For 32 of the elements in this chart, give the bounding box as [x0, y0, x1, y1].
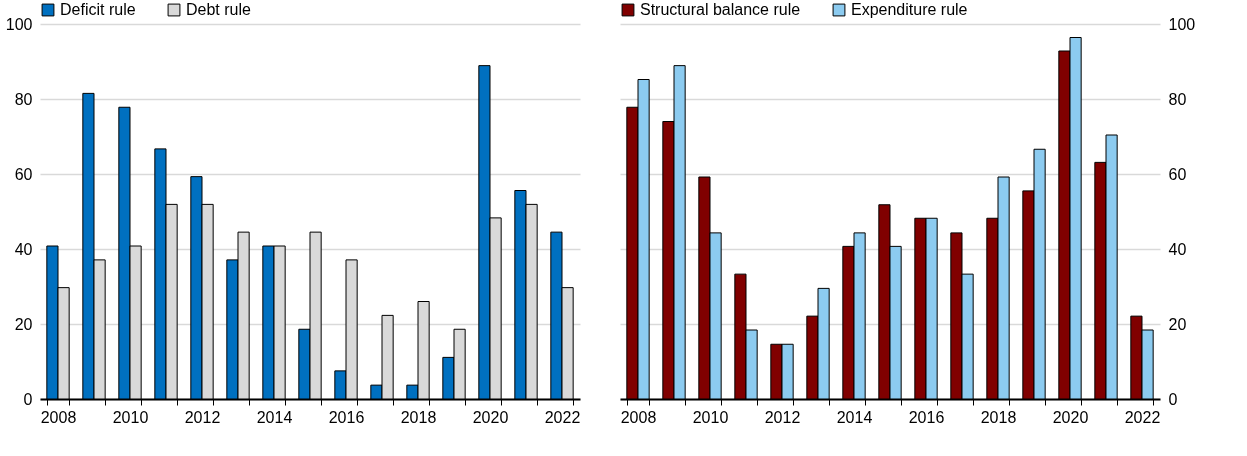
y-tick-label: 40	[1168, 240, 1187, 258]
x-tick-label: 2012	[184, 408, 221, 426]
legend-label: Deficit rule	[60, 1, 136, 18]
legend-label: Structural balance rule	[640, 1, 801, 18]
y-tick-label: 20	[14, 315, 33, 333]
x-tick-label: 2010	[692, 408, 729, 426]
x-tick-label: 2008	[40, 408, 77, 426]
x-tick-label: 2010	[112, 408, 149, 426]
y-tick-label: 80	[14, 90, 33, 108]
legend-label: Debt rule	[186, 1, 252, 18]
x-tick-label: 2016	[328, 408, 365, 426]
x-tick-label: 2008	[620, 408, 657, 426]
x-tick-label: 2022	[1124, 408, 1161, 426]
x-tick-label: 2014	[836, 408, 873, 426]
y-tick-label: 100	[1168, 15, 1196, 33]
y-tick-label: 100	[5, 15, 33, 33]
y-tick-label: 0	[1168, 390, 1178, 408]
x-tick-label: 2018	[980, 408, 1017, 426]
x-tick-label: 2012	[764, 408, 801, 426]
y-tick-label: 0	[23, 390, 33, 408]
x-tick-label: 2014	[256, 408, 293, 426]
x-tick-label: 2020	[1052, 408, 1089, 426]
x-tick-label: 2018	[400, 408, 437, 426]
x-tick-label: 2022	[544, 408, 581, 426]
legend-label: Expenditure rule	[851, 1, 968, 18]
y-tick-label: 20	[1168, 315, 1187, 333]
y-tick-label: 60	[1168, 165, 1187, 183]
x-tick-label: 2016	[908, 408, 945, 426]
x-tick-label: 2020	[472, 408, 509, 426]
y-tick-label: 80	[1168, 90, 1187, 108]
y-tick-label: 40	[14, 240, 33, 258]
y-tick-label: 60	[14, 165, 33, 183]
